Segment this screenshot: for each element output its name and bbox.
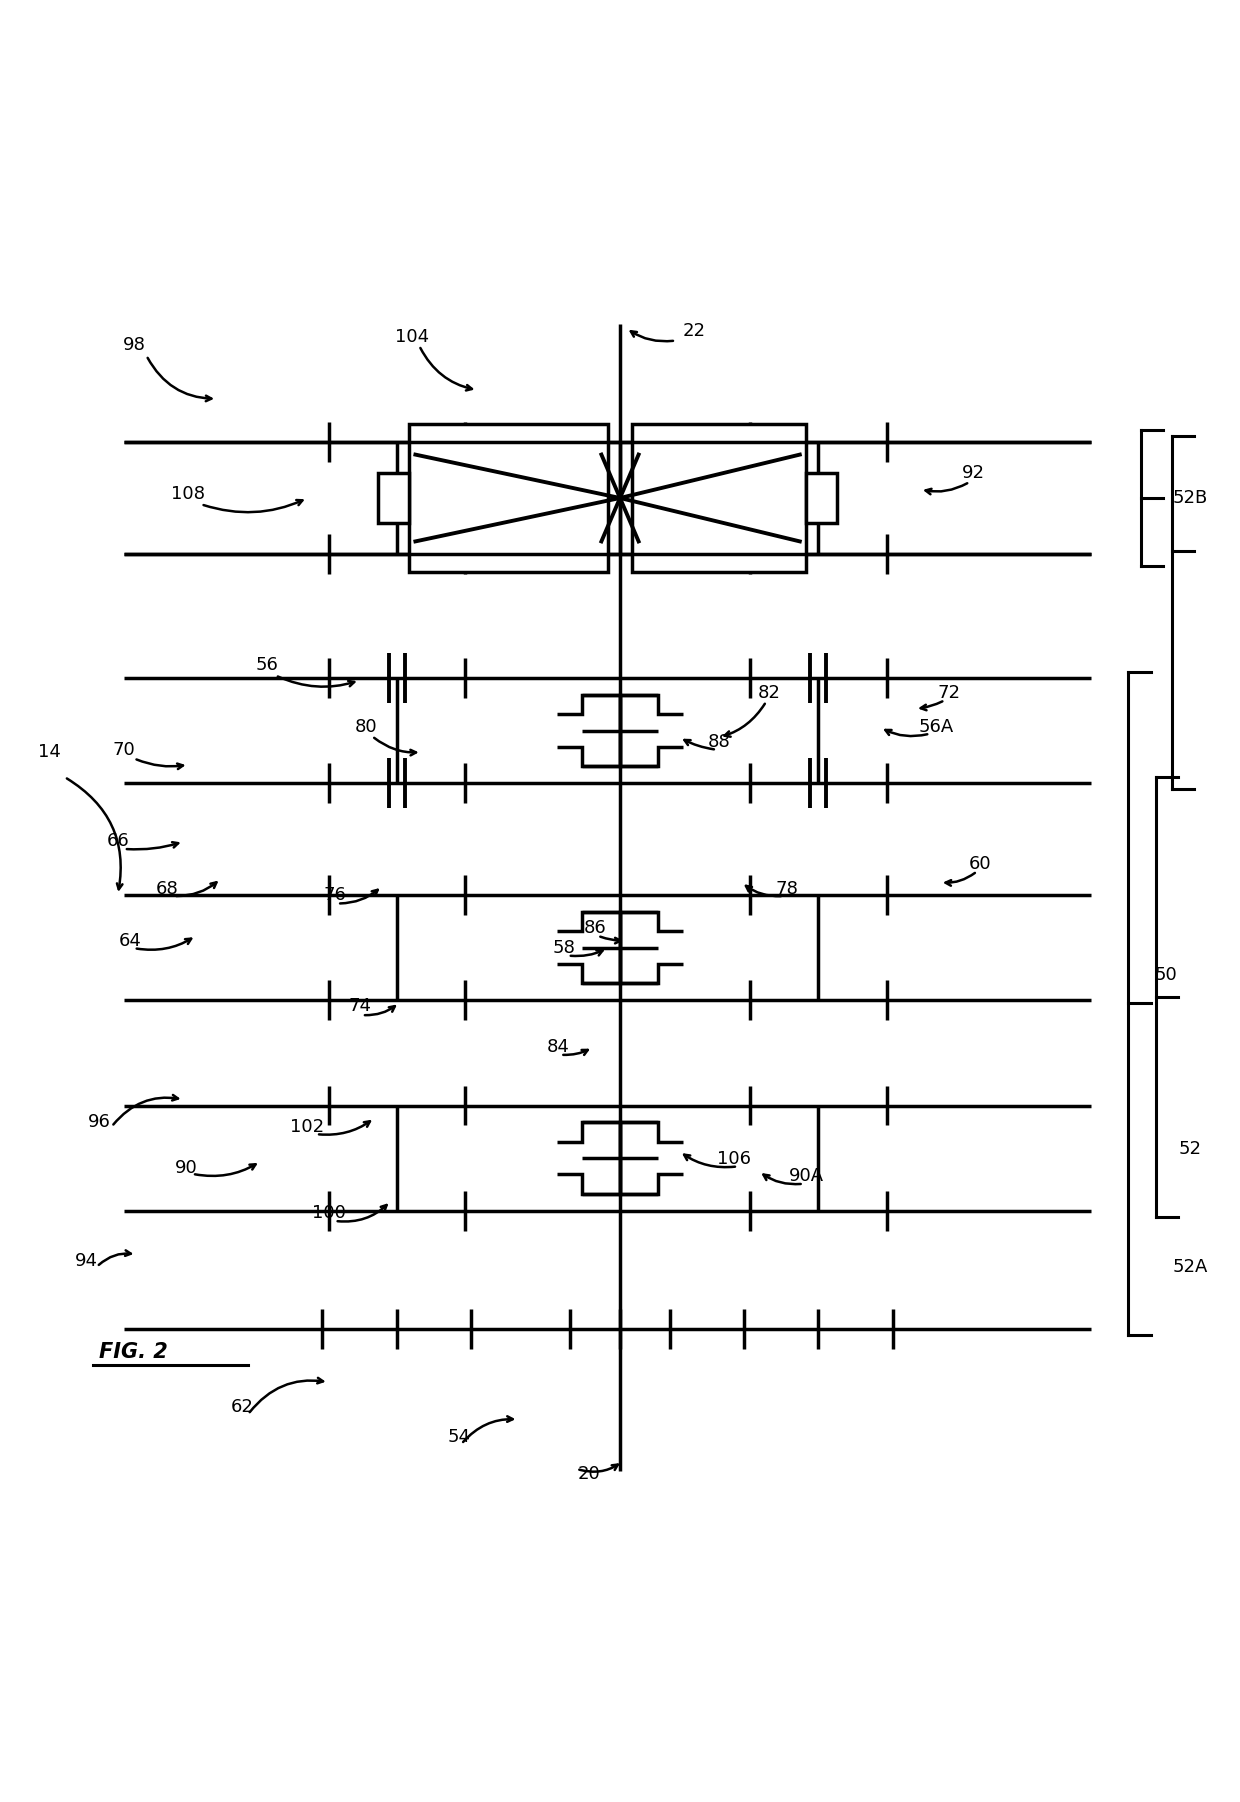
Text: 86: 86 — [584, 919, 606, 937]
Text: 52B: 52B — [1173, 488, 1208, 506]
Text: 14: 14 — [38, 742, 61, 760]
Text: 70: 70 — [113, 741, 135, 759]
Text: FIG. 2: FIG. 2 — [99, 1342, 167, 1362]
Text: 22: 22 — [683, 321, 706, 339]
Text: 88: 88 — [708, 733, 730, 751]
Text: 66: 66 — [107, 833, 129, 851]
Text: 98: 98 — [123, 337, 145, 355]
Bar — [409, 423, 608, 573]
Text: 50: 50 — [1154, 966, 1177, 984]
Text: 74: 74 — [348, 997, 371, 1015]
Text: 100: 100 — [311, 1204, 346, 1222]
Text: 104: 104 — [394, 328, 429, 346]
Text: 54: 54 — [448, 1427, 470, 1445]
Text: 108: 108 — [171, 485, 206, 503]
Text: 80: 80 — [355, 719, 377, 737]
Text: 106: 106 — [717, 1150, 751, 1168]
Text: 96: 96 — [88, 1112, 110, 1130]
Text: 90A: 90A — [789, 1168, 823, 1186]
Text: 56: 56 — [255, 656, 278, 674]
Text: 20: 20 — [578, 1465, 600, 1483]
Text: 78: 78 — [776, 879, 799, 897]
Text: 84: 84 — [547, 1038, 569, 1056]
Text: 102: 102 — [290, 1117, 325, 1135]
Text: 82: 82 — [758, 683, 780, 701]
Text: 92: 92 — [962, 465, 985, 483]
Text: 72: 72 — [937, 683, 960, 701]
Bar — [632, 423, 806, 573]
Text: 68: 68 — [156, 879, 179, 897]
Text: 60: 60 — [968, 854, 991, 872]
Text: 64: 64 — [119, 932, 141, 950]
Text: 76: 76 — [324, 887, 346, 905]
Bar — [806, 474, 837, 523]
Text: 52: 52 — [1179, 1141, 1202, 1159]
Text: 56A: 56A — [919, 719, 954, 737]
Text: 58: 58 — [553, 939, 575, 957]
Text: 94: 94 — [76, 1252, 98, 1270]
Text: 52A: 52A — [1173, 1258, 1208, 1276]
Bar — [378, 474, 409, 523]
Text: 62: 62 — [231, 1398, 253, 1416]
Text: 90: 90 — [175, 1159, 197, 1177]
